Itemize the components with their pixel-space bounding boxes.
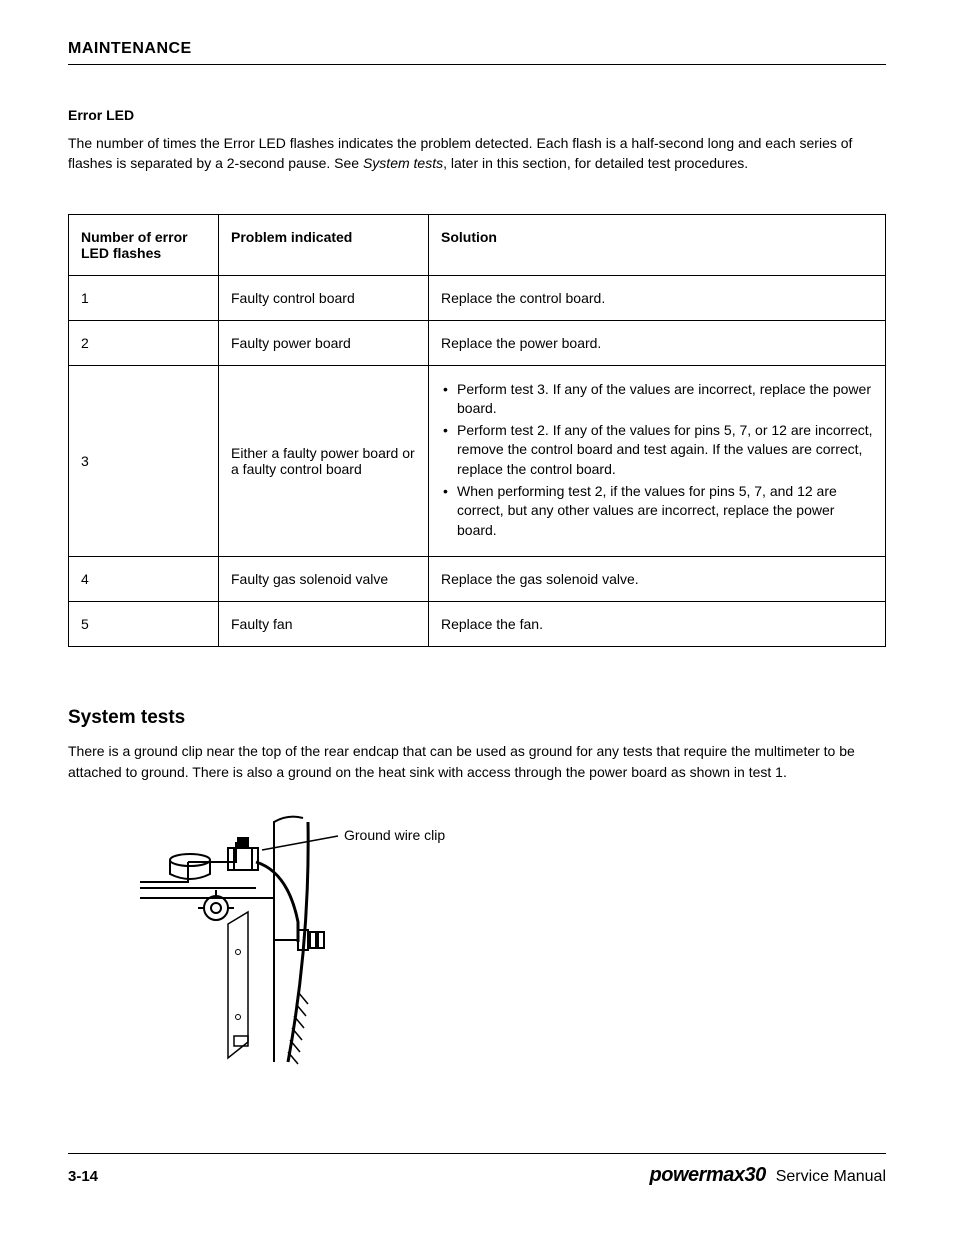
table-row: 1 Faulty control board Replace the contr… [69,275,886,320]
para-text-post: , later in this section, for detailed te… [443,155,748,171]
footer-right: powermax30 Service Manual [650,1164,886,1187]
error-led-paragraph: The number of times the Error LED flashe… [68,133,886,174]
solution-item: When performing test 2, if the values fo… [441,482,873,541]
table-header-row: Number of error LED flashes Problem indi… [69,214,886,275]
cell-problem: Faulty fan [219,602,429,647]
cell-flashes: 2 [69,320,219,365]
cell-solution: Replace the fan. [429,602,886,647]
cell-problem: Faulty control board [219,275,429,320]
cell-flashes: 1 [69,275,219,320]
system-tests-heading: System tests [68,707,886,729]
cell-solution: Replace the control board. [429,275,886,320]
ground-clip-figure: Ground wire clip [68,812,886,1072]
cell-solution: Replace the power board. [429,320,886,365]
cell-problem: Faulty gas solenoid valve [219,557,429,602]
section-header: MAINTENANCE [68,40,886,65]
cell-flashes: 3 [69,365,219,557]
figure-label-text: Ground wire clip [344,827,445,843]
cell-problem: Faulty power board [219,320,429,365]
para-text-italic: System tests [363,155,443,171]
cell-flashes: 5 [69,602,219,647]
cell-problem: Either a faulty power board or a faulty … [219,365,429,557]
cell-flashes: 4 [69,557,219,602]
th-flashes: Number of error LED flashes [69,214,219,275]
system-tests-paragraph: There is a ground clip near the top of t… [68,741,886,782]
solution-list: Perform test 3. If any of the values are… [441,380,873,541]
ground-clip-diagram: Ground wire clip [138,812,558,1072]
solution-item: Perform test 3. If any of the values are… [441,380,873,419]
cell-solution: Replace the gas solenoid valve. [429,557,886,602]
table-row: 4 Faulty gas solenoid valve Replace the … [69,557,886,602]
brand-name: powermax30 [650,1164,766,1186]
page-footer: 3-14 powermax30 Service Manual [68,1153,886,1187]
th-solution: Solution [429,214,886,275]
error-led-table: Number of error LED flashes Problem indi… [68,214,886,648]
cell-solution: Perform test 3. If any of the values are… [429,365,886,557]
footer-doc-title: Service Manual [776,1168,886,1185]
error-led-heading: Error LED [68,107,886,123]
table-row: 5 Faulty fan Replace the fan. [69,602,886,647]
page-number: 3-14 [68,1168,98,1185]
th-problem: Problem indicated [219,214,429,275]
table-row: 2 Faulty power board Replace the power b… [69,320,886,365]
table-row: 3 Either a faulty power board or a fault… [69,365,886,557]
solution-item: Perform test 2. If any of the values for… [441,421,873,480]
